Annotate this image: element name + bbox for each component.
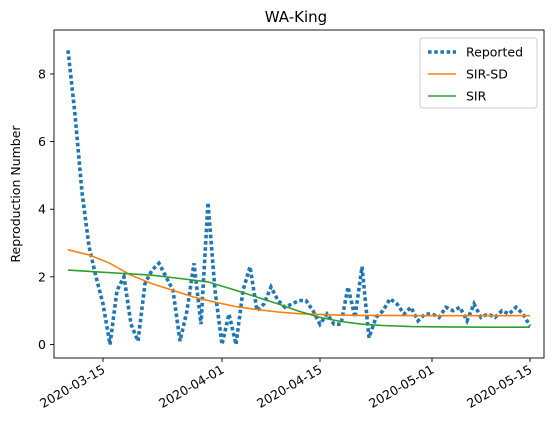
plot-series bbox=[66, 50, 532, 349]
series-line-sir-sd bbox=[67, 249, 530, 317]
series-line-reported bbox=[66, 50, 532, 349]
y-tick-label: 0 bbox=[38, 337, 46, 352]
chart-title: WA-King bbox=[265, 8, 327, 26]
x-axis-ticks: 2020-03-15 2020-04-01 2020-04-15 2020-05-01… bbox=[37, 358, 535, 411]
legend-label: SIR-SD bbox=[466, 67, 508, 82]
y-tick-label: 4 bbox=[38, 202, 46, 217]
x-tick-label: 2020-04-15 bbox=[254, 362, 324, 411]
legend-label: Reported bbox=[466, 45, 523, 60]
x-tick-label: 2020-05-01 bbox=[366, 362, 436, 411]
y-axis-label: Reproduction Number bbox=[8, 125, 23, 263]
y-tick-label: 6 bbox=[38, 134, 46, 149]
legend-label: SIR bbox=[466, 89, 487, 104]
x-tick-label: 2020-04-01 bbox=[156, 362, 226, 411]
x-tick-label: 2020-05-15 bbox=[464, 362, 534, 411]
legend: Reported SIR-SD SIR bbox=[419, 37, 538, 109]
y-tick-label: 8 bbox=[38, 66, 46, 81]
x-tick-label: 2020-03-15 bbox=[37, 362, 107, 411]
y-axis-ticks: 0 2 4 6 8 bbox=[38, 66, 54, 352]
plot-frame bbox=[53, 29, 545, 359]
legend-box bbox=[419, 37, 538, 109]
y-tick-label: 2 bbox=[38, 269, 46, 284]
series-line-sir bbox=[67, 269, 530, 329]
